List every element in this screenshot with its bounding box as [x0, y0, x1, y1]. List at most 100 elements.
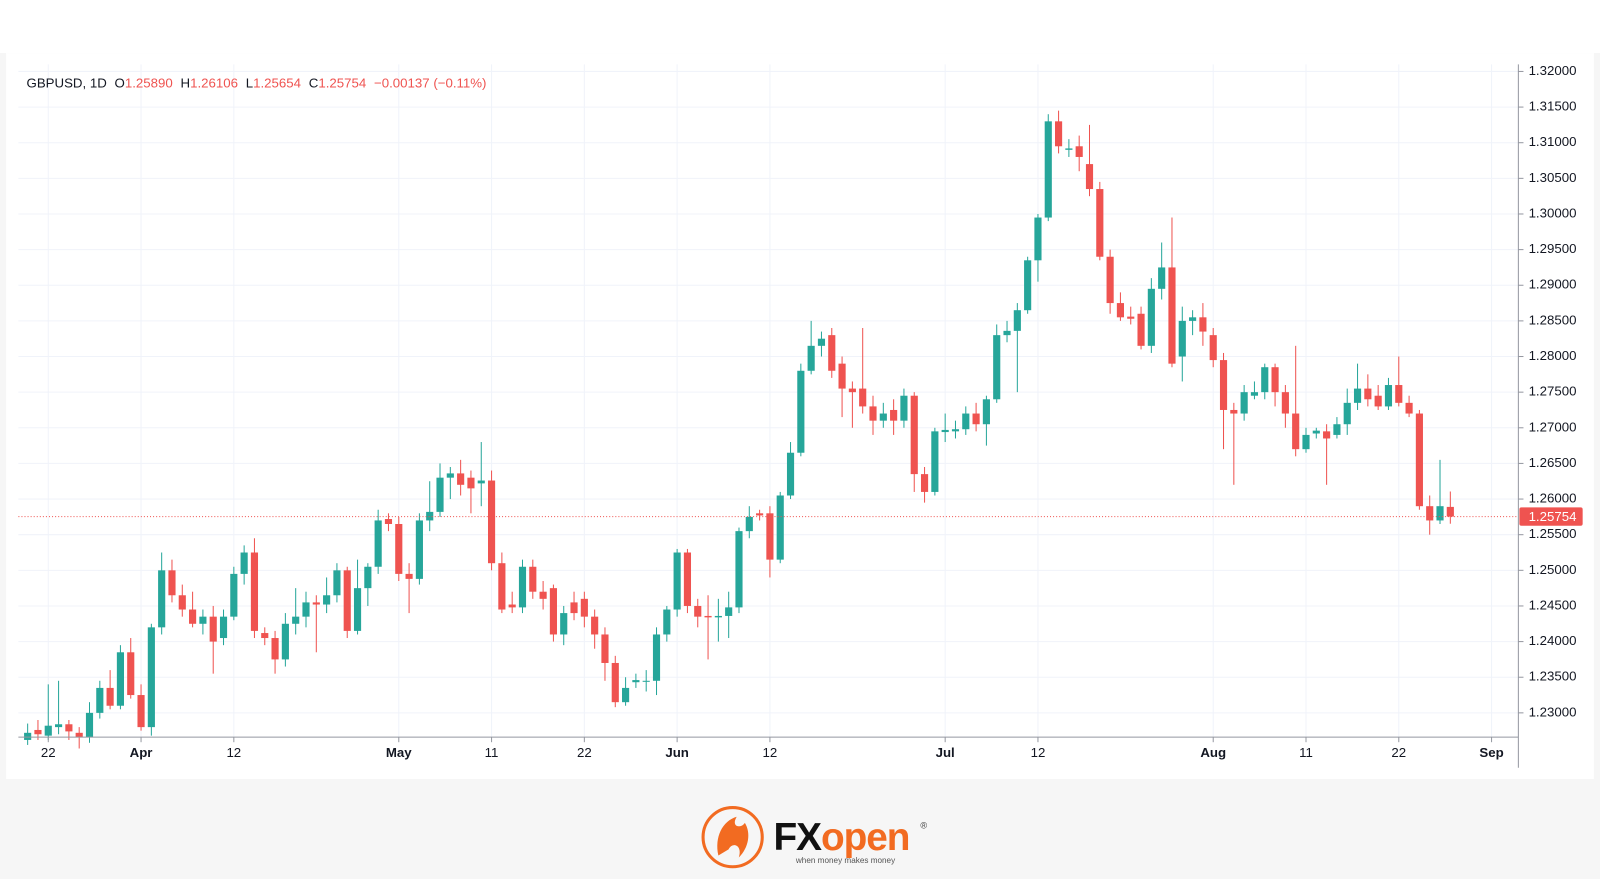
- candle-body: [1250, 392, 1259, 396]
- x-tick-label: 22: [41, 745, 56, 760]
- candle-body: [518, 566, 527, 608]
- y-tick-label: 1.27500: [1529, 384, 1577, 399]
- logo-registered: ®: [920, 820, 927, 830]
- candle-body: [1075, 146, 1083, 157]
- candle-body: [879, 413, 887, 421]
- candle-body: [55, 724, 63, 728]
- y-tick-label: 1.29500: [1529, 241, 1577, 256]
- l-value: 1.25654: [253, 75, 301, 90]
- candle-body: [281, 623, 289, 660]
- y-tick-label: 1.26000: [1529, 491, 1577, 506]
- last-price-box: [1519, 507, 1583, 526]
- candle-body: [271, 638, 279, 660]
- candle-body: [127, 652, 135, 696]
- candle-body: [683, 552, 692, 606]
- candle-body: [333, 570, 341, 596]
- candle-body: [1261, 367, 1269, 393]
- candle-body: [817, 338, 826, 346]
- candle-body: [1271, 367, 1279, 393]
- logo-fx: FX: [773, 816, 822, 859]
- c-value: 1.25754: [318, 75, 366, 90]
- candle-body: [1106, 256, 1114, 304]
- candle-body: [106, 687, 114, 706]
- candle-body: [230, 573, 238, 617]
- candle-body: [1405, 402, 1413, 414]
- candle-body: [1343, 402, 1351, 425]
- candle-body: [384, 519, 393, 525]
- candle-body: [786, 452, 795, 496]
- l-label: L: [246, 75, 253, 90]
- candle-body: [168, 570, 176, 596]
- o-value: 1.25890: [125, 75, 173, 90]
- candle-body: [364, 566, 372, 589]
- candle-body: [250, 552, 259, 631]
- y-tick-label: 1.23000: [1529, 704, 1577, 719]
- candle-body: [1426, 506, 1434, 521]
- candle-body: [477, 480, 485, 484]
- candle-body: [580, 598, 588, 617]
- change: −0.00137 (−0.11%): [374, 75, 486, 90]
- candle-body: [807, 345, 815, 371]
- candle-body: [1436, 506, 1444, 521]
- candle-body: [405, 573, 413, 579]
- candle-body: [446, 473, 454, 478]
- x-tick-label: 22: [577, 745, 592, 760]
- candle-body: [1292, 413, 1300, 450]
- candle-body: [1446, 506, 1454, 517]
- y-tick-label: 1.30000: [1529, 205, 1577, 220]
- candle-body: [395, 524, 403, 574]
- o-label: O: [115, 75, 125, 90]
- candle-body: [745, 516, 753, 532]
- candle-body: [1003, 330, 1011, 336]
- x-tick-label: 12: [763, 745, 778, 760]
- x-tick-label: Jun: [665, 745, 689, 760]
- top-band: [0, 0, 1600, 54]
- candle-body: [1137, 313, 1145, 346]
- candle-body: [838, 363, 846, 389]
- candle-body: [642, 680, 650, 682]
- candle-body: [457, 473, 465, 485]
- candle-body: [302, 602, 310, 617]
- candle-body: [1374, 395, 1382, 407]
- x-tick-label: 11: [485, 745, 499, 760]
- candle-body: [1384, 385, 1393, 407]
- y-tick-label: 1.30500: [1529, 170, 1577, 185]
- candle-body: [209, 616, 217, 642]
- candle-body: [848, 388, 856, 393]
- candle-body: [199, 616, 207, 624]
- c-label: C: [309, 75, 319, 90]
- candle-body: [1013, 310, 1021, 331]
- candle-body: [828, 335, 836, 371]
- candle-body: [312, 602, 320, 605]
- candle-body: [374, 520, 382, 567]
- candle-body: [951, 429, 960, 432]
- candle-body: [75, 732, 83, 738]
- candle-body: [1085, 164, 1094, 190]
- candle-body: [910, 395, 918, 475]
- candle-body: [900, 395, 908, 421]
- x-tick-label: Apr: [130, 745, 153, 760]
- candle-body: [65, 724, 73, 732]
- candle-body: [735, 531, 743, 608]
- logo-tagline: when money makes money: [795, 856, 896, 865]
- candle-body: [591, 616, 599, 635]
- candle-body: [1168, 267, 1176, 364]
- candle-body: [652, 634, 661, 681]
- candle-body: [219, 616, 228, 639]
- candle-body: [426, 511, 434, 521]
- candle-body: [694, 605, 702, 617]
- candle-body: [601, 634, 609, 663]
- candle-body: [972, 413, 980, 425]
- last-price-label: 1.25754: [1529, 509, 1577, 524]
- candle-body: [663, 609, 671, 635]
- candle-body: [1312, 430, 1320, 434]
- candle-body: [24, 732, 32, 740]
- y-tick-label: 1.24500: [1529, 597, 1577, 612]
- candle-body: [549, 588, 557, 635]
- legend-header: GBPUSD, 1D O1.25890 H1.26106 L1.25654 C1…: [27, 75, 487, 90]
- candle-body: [1199, 317, 1207, 332]
- candle-body: [859, 388, 867, 407]
- candle-body: [982, 399, 990, 425]
- candle-body: [415, 520, 423, 579]
